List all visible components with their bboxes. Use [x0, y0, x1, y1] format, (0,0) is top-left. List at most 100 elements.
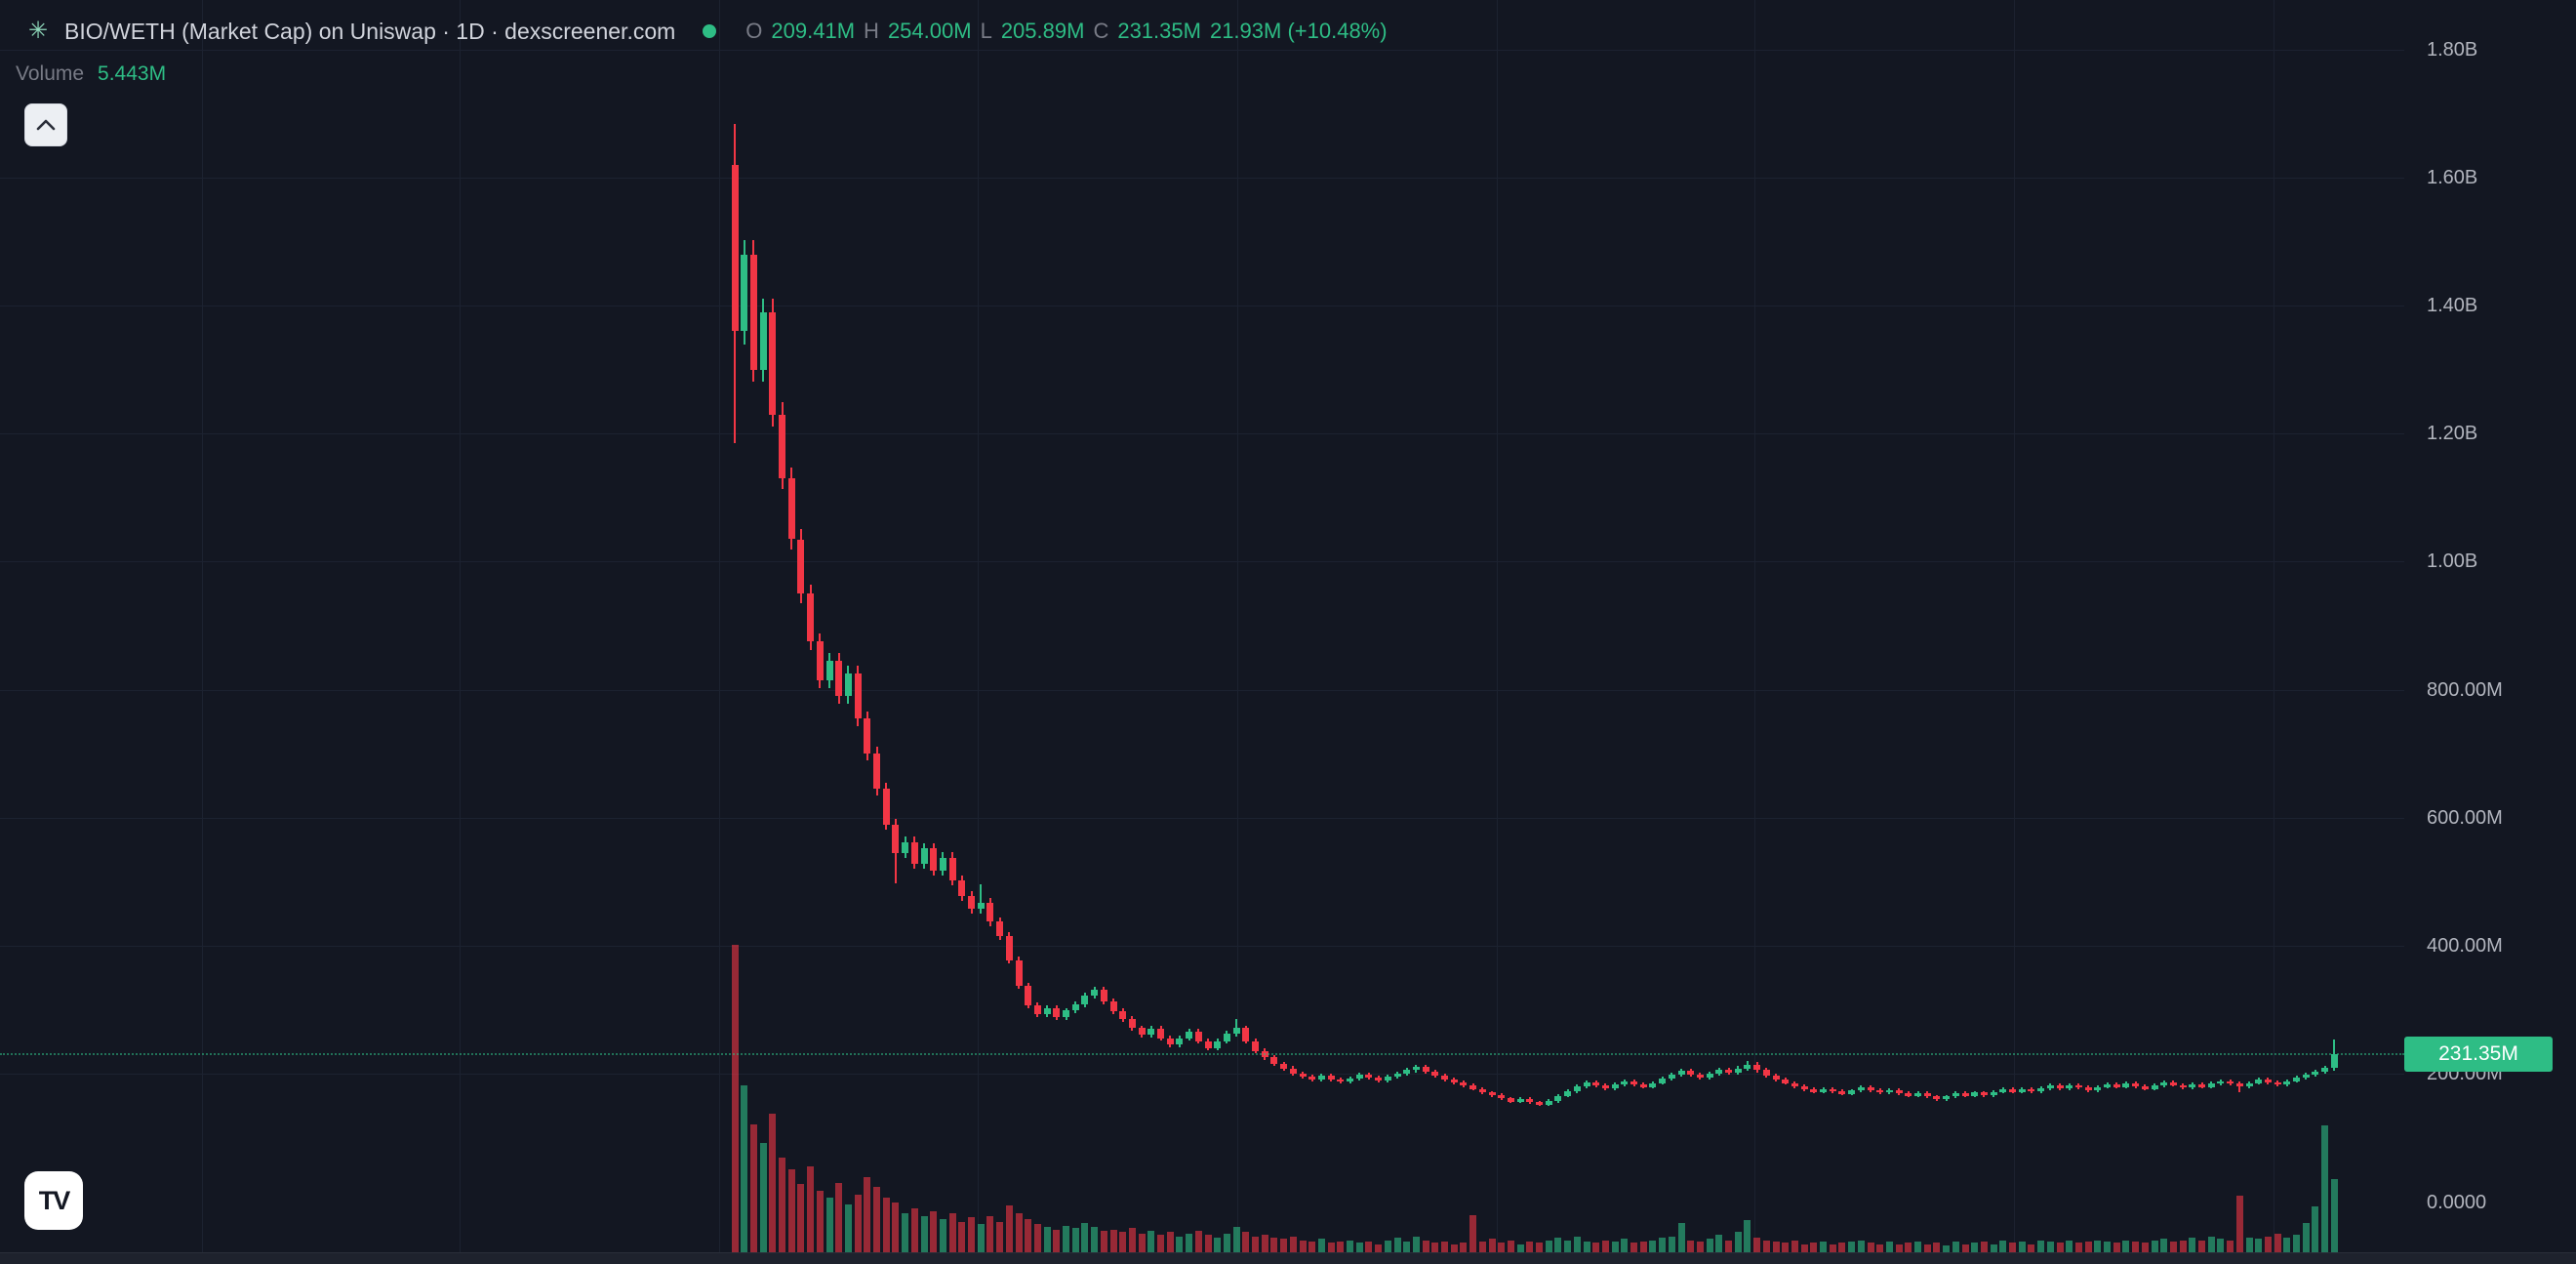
volume-bar: [1990, 1244, 1997, 1252]
volume-bar: [1507, 1240, 1514, 1252]
vgrid-line: [1237, 0, 1238, 1252]
candle: [986, 902, 994, 922]
candle: [1885, 1089, 1893, 1093]
volume-bar: [2009, 1243, 2016, 1252]
volume-bar: [2037, 1240, 2045, 1252]
volume-bar: [2132, 1242, 2140, 1252]
candle: [1601, 1085, 1609, 1088]
volume-bar: [1516, 1244, 1524, 1252]
candle: [1498, 1095, 1506, 1099]
volume-bar: [1715, 1235, 1723, 1252]
volume-bar: [2141, 1243, 2149, 1252]
candle: [1820, 1088, 1827, 1092]
candle: [2009, 1089, 2016, 1092]
volume-bar: [1536, 1243, 1543, 1252]
volume-bar: [1933, 1243, 1941, 1252]
candle: [2113, 1083, 2120, 1087]
candle: [835, 661, 843, 697]
volume-bar: [1422, 1240, 1429, 1252]
candle: [1119, 1011, 1127, 1019]
candle: [1999, 1089, 2007, 1092]
volume-bar: [1810, 1243, 1818, 1252]
candle: [1564, 1091, 1572, 1096]
volume-bar: [977, 1224, 985, 1252]
volume-bar: [1943, 1245, 1951, 1252]
candle: [2255, 1080, 2263, 1083]
candle: [1194, 1032, 1202, 1041]
candle: [2151, 1085, 2158, 1089]
volume-bar: [1621, 1239, 1629, 1252]
price-tick-label: 1.40B: [2427, 295, 2478, 316]
volume-bar: [816, 1191, 824, 1252]
hgrid-line: [0, 817, 2404, 819]
volume-bar: [1317, 1239, 1325, 1252]
volume-bar: [1119, 1232, 1127, 1252]
volume-bar: [1914, 1242, 1921, 1252]
volume-bar: [1299, 1240, 1307, 1252]
volume-bar: [892, 1203, 900, 1252]
candle: [759, 311, 767, 370]
volume-bar: [1762, 1240, 1770, 1252]
volume-bar: [1554, 1237, 1562, 1252]
volume-bar: [2189, 1237, 2196, 1252]
candle: [2104, 1083, 2111, 1087]
volume-bar: [854, 1195, 862, 1252]
candle: [2227, 1081, 2234, 1084]
candle: [1772, 1075, 1780, 1080]
candle: [1043, 1007, 1051, 1015]
time-axis[interactable]: [0, 1252, 2576, 1264]
candle: [1933, 1096, 1941, 1099]
token-logo-icon: ✳: [27, 18, 49, 44]
candle: [2179, 1084, 2187, 1088]
candle-wick: [2238, 1081, 2241, 1092]
candle: [1914, 1093, 1921, 1096]
volume-bar: [2056, 1243, 2064, 1252]
price-axis[interactable]: 1.80B 1.60B 1.40B 1.20B 1.00B 800.00M 600.00M 4…: [2404, 0, 2576, 1263]
volume-bar: [1848, 1242, 1856, 1252]
volume-bar: [1128, 1228, 1136, 1252]
candle: [1100, 990, 1107, 1001]
volume-bar: [2330, 1179, 2338, 1252]
volume-bar: [1498, 1243, 1506, 1252]
volume-bar: [2217, 1239, 2225, 1252]
candle: [1923, 1093, 1931, 1097]
candle: [1365, 1075, 1373, 1079]
candle: [2066, 1084, 2073, 1088]
volume-bar: [1772, 1242, 1780, 1252]
volume-bar: [2122, 1240, 2130, 1252]
volume-bar: [1905, 1243, 1912, 1252]
volume-bar: [1365, 1242, 1373, 1252]
candle: [2330, 1053, 2338, 1069]
hgrid-line: [0, 946, 2404, 948]
volume-bar: [1431, 1243, 1439, 1252]
candle-wick: [980, 884, 983, 914]
candle: [1753, 1064, 1761, 1071]
candle: [2207, 1083, 2215, 1087]
legend-collapse-button[interactable]: [24, 103, 67, 146]
volume-bar: [1611, 1242, 1619, 1252]
volume-bar: [1033, 1224, 1041, 1252]
candle: [1800, 1085, 1808, 1090]
candle: [2293, 1078, 2300, 1081]
volume-bar: [864, 1177, 871, 1252]
candle: [1592, 1081, 1600, 1086]
candle: [1063, 1010, 1069, 1017]
volume-bar: [2028, 1244, 2035, 1252]
volume-bar: [2321, 1124, 2329, 1252]
candle: [1412, 1067, 1420, 1071]
candle: [1204, 1040, 1212, 1048]
candle: [1668, 1075, 1675, 1079]
price-tick-label: 800.00M: [2427, 678, 2503, 701]
candle: [2283, 1081, 2291, 1084]
price-tick-label: 400.00M: [2427, 935, 2503, 958]
candle: [1053, 1007, 1061, 1017]
tradingview-logo[interactable]: TV: [24, 1171, 83, 1230]
close-value: 231.35M: [1117, 19, 1201, 43]
volume-bar: [1005, 1205, 1013, 1252]
candle: [948, 857, 956, 881]
volume-bar: [1194, 1231, 1202, 1252]
candle: [1478, 1088, 1486, 1093]
candle: [1990, 1091, 1997, 1096]
volume-bar: [1545, 1240, 1552, 1252]
